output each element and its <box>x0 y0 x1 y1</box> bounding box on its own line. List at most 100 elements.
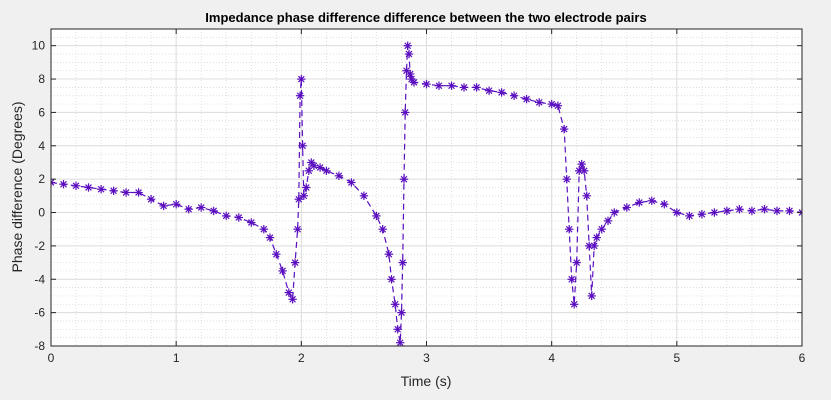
data-point-marker <box>572 258 581 267</box>
data-point-marker <box>585 241 594 251</box>
data-point-marker <box>685 211 694 221</box>
data-point-marker <box>565 224 574 234</box>
data-point-marker <box>575 166 584 176</box>
data-point-marker <box>399 174 409 184</box>
data-point-marker <box>384 249 394 259</box>
data-point-marker <box>447 81 456 90</box>
data-point-marker <box>570 300 579 309</box>
data-point-marker <box>393 325 402 334</box>
data-point-marker <box>109 186 118 196</box>
x-tick-label: 4 <box>548 351 555 365</box>
data-point-marker <box>509 91 519 100</box>
data-point-marker <box>760 204 769 214</box>
data-point-marker <box>647 196 656 206</box>
x-tick-label: 2 <box>298 351 305 365</box>
data-point-marker <box>299 191 308 201</box>
data-point-marker <box>567 275 576 284</box>
data-point-marker <box>309 161 319 171</box>
data-point-marker <box>635 198 644 207</box>
data-point-marker <box>397 308 406 317</box>
data-point-marker <box>184 204 193 214</box>
data-point-marker <box>406 69 415 79</box>
series-layer <box>51 41 802 346</box>
y-tick-label: -2 <box>34 239 45 253</box>
data-point-marker <box>710 208 719 217</box>
data-point-marker <box>159 201 168 211</box>
series-line <box>51 45 802 343</box>
data-point-marker <box>580 166 589 176</box>
data-point-marker <box>422 79 431 89</box>
data-point-marker <box>409 78 419 87</box>
data-point-marker <box>304 166 313 176</box>
data-point-marker <box>403 41 412 50</box>
data-point-marker <box>396 338 405 346</box>
data-point-marker <box>209 206 218 216</box>
data-point-marker <box>610 208 619 217</box>
data-point-marker <box>297 74 306 84</box>
x-tick-label: 6 <box>799 351 806 365</box>
data-point-marker <box>284 288 293 297</box>
y-tick-label: 8 <box>38 72 45 86</box>
data-point-marker <box>387 275 396 284</box>
data-point-marker <box>247 218 256 227</box>
data-point-marker <box>272 249 281 259</box>
data-point-marker <box>553 101 563 110</box>
data-point-marker <box>747 206 757 216</box>
data-point-marker <box>96 184 106 194</box>
y-axis-ticks: -8 -6 -4 -2 0 2 4 6 8 10 <box>32 39 802 353</box>
data-point-marker <box>59 179 68 189</box>
x-tick-label: 3 <box>423 351 430 365</box>
data-point-marker <box>697 209 707 219</box>
data-point-marker <box>622 203 631 212</box>
data-point-marker <box>134 188 143 197</box>
data-point-marker <box>171 199 181 209</box>
data-point-marker <box>547 99 556 109</box>
y-tick-label: -4 <box>34 272 45 286</box>
data-point-marker <box>472 83 481 92</box>
data-point-marker <box>577 159 586 169</box>
data-point-marker <box>221 211 231 221</box>
y-axis-label: Phase difference (Degrees) <box>9 102 25 273</box>
data-point-marker <box>278 266 287 276</box>
data-point-marker <box>560 124 569 134</box>
data-point-marker <box>265 233 275 242</box>
data-point-marker <box>359 191 369 201</box>
data-point-marker <box>290 258 300 267</box>
data-point-marker <box>347 178 356 187</box>
data-point-marker <box>295 91 305 100</box>
chart-title: Impedance phase difference difference be… <box>205 10 646 25</box>
data-point-marker <box>302 183 311 192</box>
data-point-marker <box>234 213 244 222</box>
data-point-marker <box>372 211 381 221</box>
data-point-marker <box>582 191 591 201</box>
x-tick-label: 5 <box>673 351 680 365</box>
data-point-marker <box>378 224 387 234</box>
data-point-marker <box>121 188 131 197</box>
y-tick-label: 6 <box>38 105 45 119</box>
data-point-marker <box>315 163 325 172</box>
data-point-marker <box>497 88 506 97</box>
data-point-marker <box>484 86 494 95</box>
data-point-marker <box>71 181 81 191</box>
data-point-marker <box>401 108 410 117</box>
data-point-marker <box>587 291 596 301</box>
data-point-marker <box>434 81 444 90</box>
data-point-marker <box>590 241 599 251</box>
data-point-marker <box>404 49 414 59</box>
data-point-marker <box>597 224 606 234</box>
data-point-marker <box>772 206 782 216</box>
x-tick-label: 1 <box>173 351 180 365</box>
y-tick-label: 4 <box>38 139 45 153</box>
data-point-marker <box>293 224 302 234</box>
data-point-marker <box>562 174 571 184</box>
data-point-marker <box>51 178 56 187</box>
data-point-marker <box>196 203 206 212</box>
x-axis-label: Time (s) <box>401 373 452 389</box>
data-point-marker <box>660 199 669 209</box>
y-tick-label: 0 <box>38 206 45 220</box>
data-point-marker <box>146 194 156 204</box>
data-point-marker <box>398 258 407 267</box>
data-point-marker <box>672 208 681 217</box>
data-point-marker <box>334 171 344 181</box>
